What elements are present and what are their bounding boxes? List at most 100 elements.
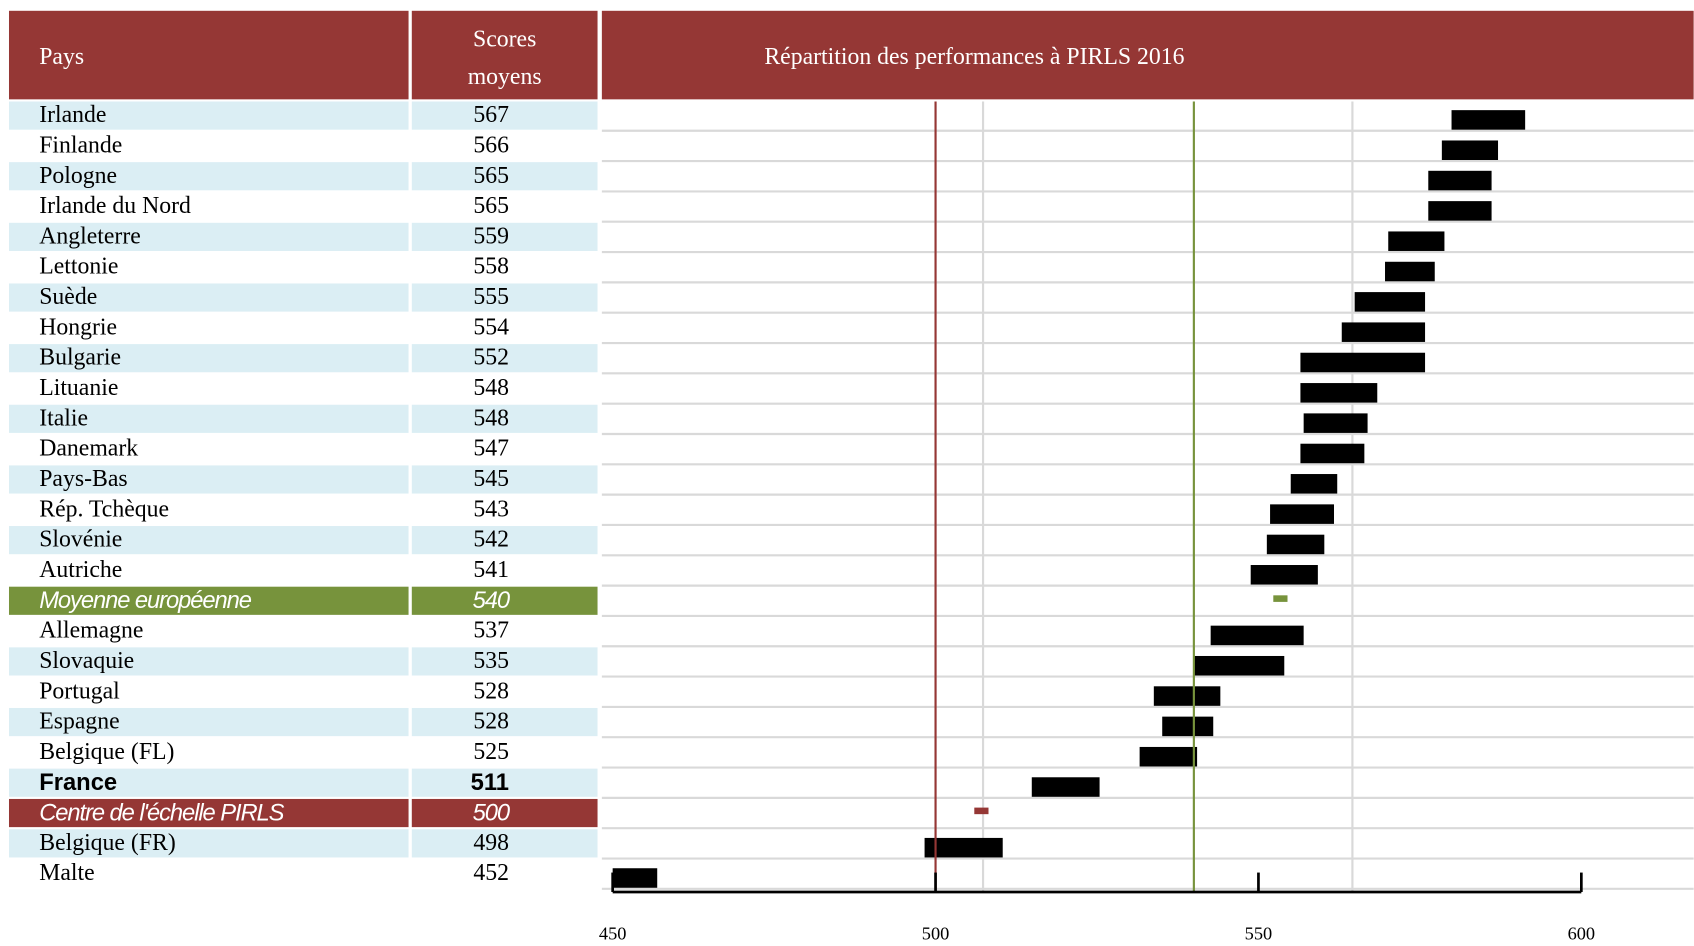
row-bg xyxy=(8,404,409,433)
range-bar xyxy=(1451,110,1526,130)
row-bg xyxy=(8,677,409,706)
row-bg xyxy=(411,313,598,342)
score-label: 498 xyxy=(473,830,509,856)
range-bar xyxy=(1385,261,1435,282)
row-bg xyxy=(411,677,598,706)
header-cell xyxy=(411,10,598,100)
range-bar xyxy=(974,807,989,815)
row-bg xyxy=(8,374,409,403)
x-tick-label: 550 xyxy=(1245,923,1273,943)
country-label: Finlande xyxy=(39,132,122,158)
country-label: Belgique (FL) xyxy=(39,739,174,765)
country-label: Italie xyxy=(39,405,88,431)
row-bg xyxy=(8,738,409,767)
score-label: 528 xyxy=(473,709,509,735)
score-label: 559 xyxy=(473,223,509,249)
score-label: 537 xyxy=(473,618,509,644)
country-label: Angleterre xyxy=(39,223,141,249)
row-bg xyxy=(8,283,409,312)
range-bar xyxy=(1266,534,1325,555)
country-label: Hongrie xyxy=(39,314,117,340)
range-bar xyxy=(1388,231,1445,251)
country-label: Moyenne européenne xyxy=(39,587,252,614)
country-label: Rép. Tchèque xyxy=(39,496,169,522)
range-bar xyxy=(1300,352,1426,373)
country-label: Irlande du Nord xyxy=(39,193,191,219)
country-label: Autriche xyxy=(39,557,122,583)
range-bar xyxy=(1250,565,1318,585)
row-bg xyxy=(411,829,598,858)
range-bar xyxy=(1341,322,1426,342)
range-bar xyxy=(1139,746,1198,767)
row-bg xyxy=(411,707,598,737)
x-tick-label: 600 xyxy=(1568,923,1596,943)
score-label: 511 xyxy=(471,769,509,796)
country-label: Danemark xyxy=(39,436,138,462)
country-label: Portugal xyxy=(39,678,120,704)
range-bar xyxy=(1270,504,1335,524)
row-bg xyxy=(411,131,598,160)
header-score-box: Scores moyens xyxy=(468,25,542,90)
row-bg xyxy=(8,829,409,858)
row-bg xyxy=(8,859,409,888)
range-bar xyxy=(1290,474,1338,494)
row-bg xyxy=(411,617,598,646)
range-bar xyxy=(924,837,1003,858)
row-bg xyxy=(411,162,598,191)
row-bg xyxy=(411,404,598,433)
score-label: 452 xyxy=(473,860,509,886)
row-bg xyxy=(8,556,409,585)
row-bg xyxy=(8,192,409,221)
score-label: 555 xyxy=(473,284,509,310)
row-bg xyxy=(8,222,409,251)
row-bg xyxy=(8,495,409,524)
row-bg xyxy=(8,313,409,342)
row-bg xyxy=(8,162,409,191)
range-bar xyxy=(1441,140,1499,160)
row-bg xyxy=(411,586,598,615)
range-bar xyxy=(1428,201,1492,221)
score-label: 548 xyxy=(473,405,509,431)
row-bg xyxy=(411,647,598,676)
range-bar xyxy=(1303,413,1368,433)
row-bg xyxy=(411,283,598,312)
country-label: Lettonie xyxy=(39,254,118,280)
range-bar xyxy=(1210,625,1304,646)
row-bg xyxy=(411,465,598,494)
row-bg xyxy=(411,344,598,373)
range-bar xyxy=(1354,292,1426,312)
range-bar xyxy=(1428,170,1492,191)
row-bg xyxy=(411,768,598,797)
row-bg xyxy=(411,859,598,888)
country-label: Espagne xyxy=(39,709,119,735)
row-bg xyxy=(8,131,409,160)
country-label: Pologne xyxy=(39,163,117,189)
header-cell xyxy=(601,10,1694,100)
range-bar xyxy=(1300,443,1365,464)
score-label: 545 xyxy=(473,466,509,492)
country-label: Malte xyxy=(39,860,94,886)
score-label: 541 xyxy=(473,557,509,583)
score-label: 528 xyxy=(473,678,509,704)
score-label: 547 xyxy=(473,436,509,462)
row-bg xyxy=(8,526,409,555)
score-label: 548 xyxy=(473,375,509,401)
score-label: 565 xyxy=(473,163,509,189)
country-label: France xyxy=(39,769,117,796)
row-bg xyxy=(8,768,409,797)
score-label: 543 xyxy=(473,496,509,522)
row-bg xyxy=(411,253,598,282)
range-bar xyxy=(1162,716,1214,737)
country-label: Belgique (FR) xyxy=(39,830,176,856)
row-bg xyxy=(411,374,598,403)
row-bg xyxy=(411,222,598,251)
score-label: 558 xyxy=(473,254,509,280)
row-bg xyxy=(8,344,409,373)
range-bar xyxy=(1273,595,1288,602)
row-bg xyxy=(411,526,598,555)
country-label: Slovénie xyxy=(39,527,122,553)
score-label: 566 xyxy=(473,132,509,158)
row-bg xyxy=(8,435,409,464)
x-tick-label: 450 xyxy=(599,923,627,943)
